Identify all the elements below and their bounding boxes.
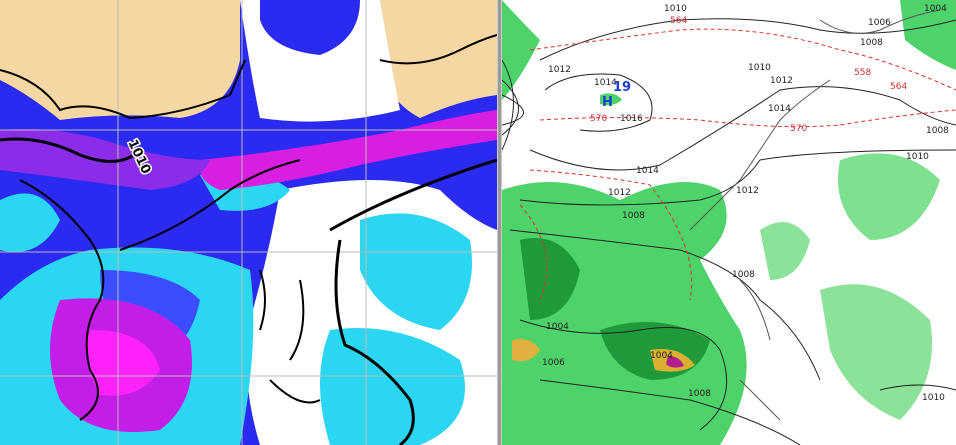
left-panel [0, 0, 497, 445]
contour-label: 1014 [594, 78, 617, 88]
contour-label: 1012 [736, 186, 759, 196]
contour-label: 1008 [926, 126, 949, 136]
contour-label: 19 [613, 80, 631, 95]
contour-label: 1014 [636, 166, 659, 176]
contour-label: 1014 [768, 104, 791, 114]
contour-label: 1010 [748, 63, 771, 73]
contour-label: 1006 [542, 358, 565, 368]
coastlines [689, 9, 941, 421]
isobars [502, 18, 956, 445]
contour-label: 1004 [546, 322, 569, 332]
isobar [0, 137, 497, 445]
contour-label: 564 [890, 82, 907, 92]
contour-label: 1008 [622, 211, 645, 221]
contour-label: 1008 [732, 270, 755, 280]
contour-label: 1010 [906, 152, 929, 162]
contour-label: 1016 [620, 114, 643, 124]
right-panel [502, 0, 956, 445]
height-contours [519, 28, 956, 301]
contour-label: H [602, 95, 613, 110]
contour-label: 570 [790, 124, 807, 134]
contour-label: 1012 [770, 76, 793, 86]
contour-label: 1010 [922, 393, 945, 403]
coastlines [0, 34, 497, 421]
contour-label: 1004 [924, 4, 947, 14]
contour-label: 558 [854, 68, 871, 78]
contour-label: 1012 [608, 188, 631, 198]
contour-label: 1004 [650, 351, 673, 361]
grid [0, 0, 497, 445]
contour-label: 1012 [548, 65, 571, 75]
contour-label: 1006 [868, 18, 891, 28]
contour-label: 1008 [860, 38, 883, 48]
contour-label: 570 [590, 114, 607, 124]
contour-label: 564 [670, 16, 687, 26]
contour-label: 1010 [664, 4, 687, 14]
contour-label: 1008 [688, 389, 711, 399]
